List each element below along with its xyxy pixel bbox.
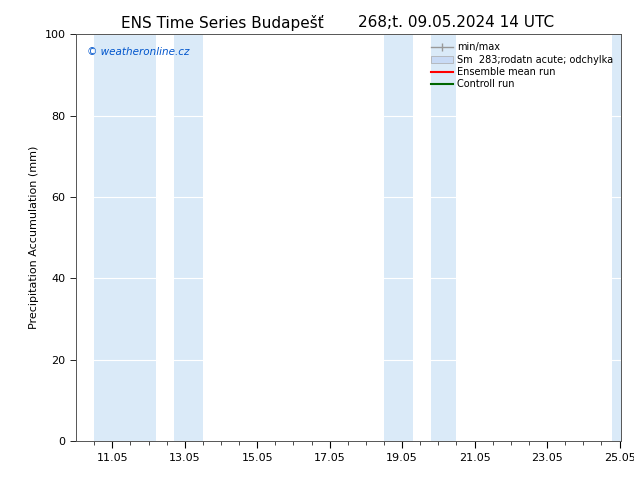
Bar [612, 34, 623, 441]
Y-axis label: Precipitation Accumulation (mm): Precipitation Accumulation (mm) [29, 146, 39, 329]
Text: © weatheronline.cz: © weatheronline.cz [87, 47, 190, 56]
Bar [384, 34, 413, 441]
Text: ENS Time Series Budapešť: ENS Time Series Budapešť [120, 15, 323, 31]
Bar [94, 34, 156, 441]
Legend: min/max, Sm  283;rodatn acute; odchylka, Ensemble mean run, Controll run: min/max, Sm 283;rodatn acute; odchylka, … [428, 39, 616, 92]
Bar [431, 34, 456, 441]
Text: 268;t. 09.05.2024 14 UTC: 268;t. 09.05.2024 14 UTC [358, 15, 555, 30]
Bar [174, 34, 203, 441]
